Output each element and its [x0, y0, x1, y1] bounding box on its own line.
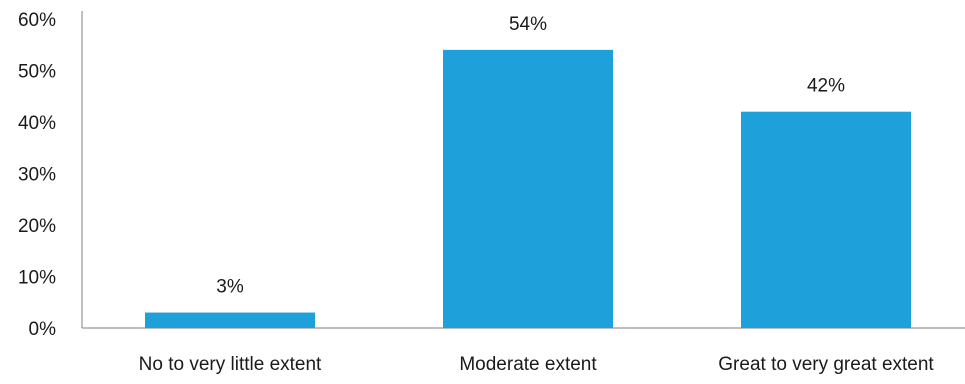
y-tick-label: 0% — [29, 319, 57, 340]
category-label: Great to very great extent — [718, 354, 934, 375]
y-axis-ticks: 0% 10% 20% 30% 40% 50% 60% — [18, 10, 56, 340]
category-label: No to very little extent — [139, 354, 322, 375]
y-tick-label: 30% — [18, 165, 56, 186]
category-label: Moderate extent — [459, 354, 597, 375]
bars-group — [145, 49, 911, 329]
category-labels-group: No to very little extent Moderate extent G… — [139, 354, 935, 375]
y-tick-label: 20% — [18, 216, 56, 237]
y-tick-label: 50% — [18, 62, 56, 83]
bar — [443, 49, 613, 329]
y-tick-label: 60% — [18, 10, 56, 31]
bar — [145, 312, 315, 328]
bar-value-label: 42% — [807, 76, 845, 97]
y-tick-label: 10% — [18, 268, 56, 289]
bar — [741, 111, 911, 328]
data-labels-group: 3% 54% 42% — [216, 14, 845, 298]
y-tick-label: 40% — [18, 113, 56, 134]
bar-value-label: 3% — [216, 277, 244, 298]
bar-value-label: 54% — [509, 14, 547, 35]
